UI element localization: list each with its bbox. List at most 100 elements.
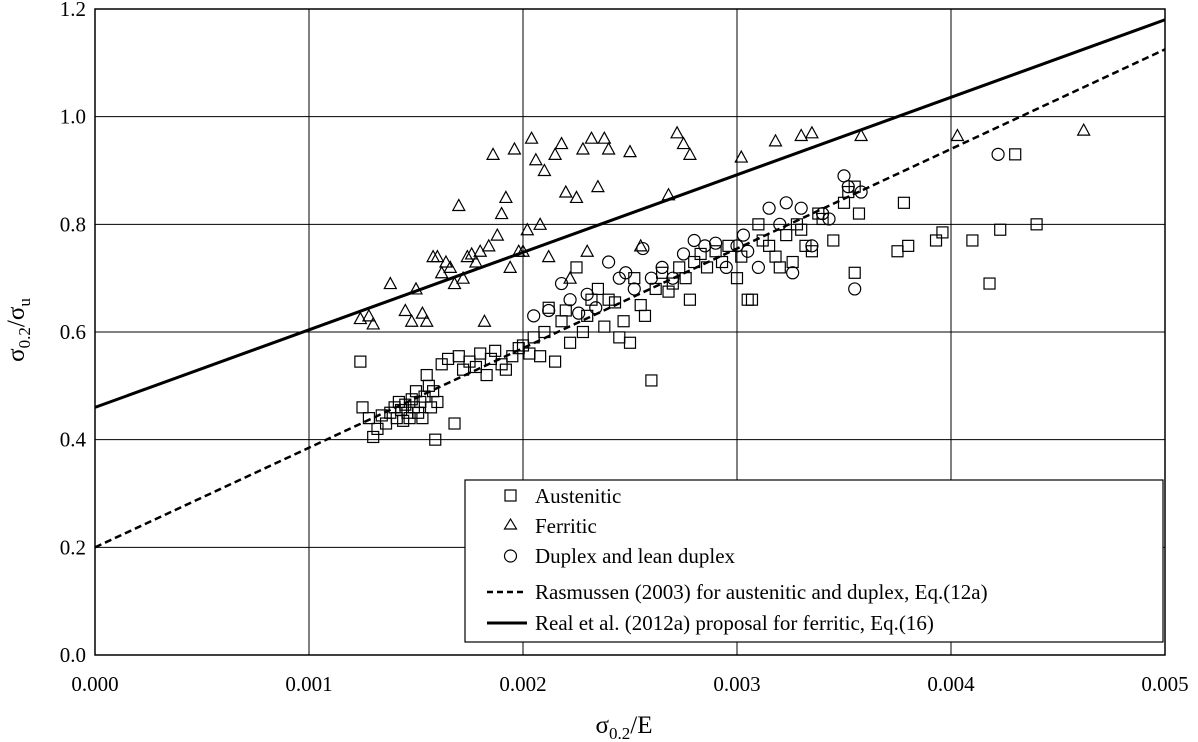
duplex-point xyxy=(730,239,744,253)
ferritic-point xyxy=(507,141,522,155)
duplex-point xyxy=(751,260,766,274)
y-tick-label: 1.0 xyxy=(60,105,86,129)
x-tick-labels: 0.000 0.001 0.002 0.003 0.004 0.005 xyxy=(71,672,1188,696)
duplex-point xyxy=(786,266,800,280)
duplex-point xyxy=(687,233,701,248)
ferritic-point xyxy=(601,141,616,155)
austenitic-point xyxy=(1009,148,1022,161)
austenitic-point xyxy=(474,347,487,360)
austenitic-point xyxy=(420,368,433,382)
austenitic-point xyxy=(431,395,444,409)
duplex-point xyxy=(676,247,691,261)
austenitic-point xyxy=(929,234,943,247)
duplex-point xyxy=(627,282,641,296)
ferritic-point xyxy=(676,136,691,150)
rasmussen-dashed-line xyxy=(94,48,1166,549)
legend: Austenitic Ferritic Duplex and lean dupl… xyxy=(464,479,1164,643)
austenitic-point xyxy=(628,272,641,285)
fit-lines xyxy=(94,18,1166,549)
austenitic-point xyxy=(694,247,707,261)
austenitic-point xyxy=(848,266,861,279)
legend-box xyxy=(464,479,1164,643)
ferritic-point xyxy=(682,147,697,160)
data-markers xyxy=(353,122,1091,446)
austenitic-point xyxy=(516,339,530,352)
ferritic-point xyxy=(408,281,424,295)
duplex-point xyxy=(698,239,712,253)
austenitic-point xyxy=(576,325,590,339)
austenitic-point xyxy=(608,296,622,309)
austenitic-point xyxy=(362,412,376,425)
ferritic-point xyxy=(524,130,539,144)
austenitic-point xyxy=(773,261,786,274)
duplex-point xyxy=(736,228,751,242)
ferritic-point xyxy=(533,217,548,230)
austenitic-point xyxy=(966,234,979,247)
austenitic-point xyxy=(623,336,637,349)
ferritic-point xyxy=(477,313,492,327)
ferritic-point xyxy=(554,136,569,150)
duplex-point xyxy=(636,241,650,256)
austenitic-point xyxy=(936,226,949,239)
austenitic-point xyxy=(891,245,904,258)
duplex-point xyxy=(619,266,633,280)
duplex-point xyxy=(762,201,776,215)
austenitic-point xyxy=(499,363,512,376)
austenitic-point xyxy=(397,414,410,427)
austenitic-point xyxy=(638,309,652,322)
ferritic-point xyxy=(361,308,376,322)
austenitic-point xyxy=(429,433,442,446)
duplex-point xyxy=(572,306,586,320)
austenitic-point xyxy=(983,277,996,290)
duplex-point xyxy=(794,201,808,215)
legend-square-icon xyxy=(504,489,517,502)
austenitic-point xyxy=(613,331,626,344)
austenitic-point xyxy=(469,360,483,374)
legend-label-austenitic: Austenitic xyxy=(535,484,621,508)
austenitic-point xyxy=(354,355,367,368)
ferritic-point xyxy=(622,144,638,158)
austenitic-point xyxy=(673,261,686,274)
duplex-point xyxy=(644,271,659,285)
ferritic-point xyxy=(548,147,563,160)
austenitic-point xyxy=(852,207,866,220)
ferritic-point xyxy=(584,130,599,144)
gridlines xyxy=(95,9,1165,655)
legend-circle-icon xyxy=(503,549,518,563)
legend-triangle-icon xyxy=(503,517,518,530)
ferritic-point xyxy=(404,313,419,327)
austenitic-point xyxy=(538,325,551,339)
ferritic-point xyxy=(575,141,590,155)
ferritic-point xyxy=(528,152,543,166)
ferritic-point xyxy=(734,149,749,163)
duplex-point xyxy=(719,260,733,274)
y-tick-labels: 0.0 0.2 0.4 0.6 0.8 1.0 1.2 xyxy=(60,0,87,667)
ferritic-point xyxy=(426,249,441,263)
ferritic-point xyxy=(460,249,475,263)
legend-label-real: Real et al. (2012a) proposal for ferriti… xyxy=(535,611,934,635)
austenitic-point xyxy=(570,261,583,274)
duplex-point xyxy=(527,309,541,323)
duplex-point xyxy=(563,293,577,307)
austenitic-point xyxy=(1030,218,1043,231)
duplex-point xyxy=(708,236,723,250)
ferritic-point xyxy=(768,133,783,147)
austenitic-point xyxy=(805,245,819,258)
ferritic-point xyxy=(537,163,552,177)
ferritic-point xyxy=(498,190,513,204)
x-tick-label: 0.003 xyxy=(713,672,760,696)
austenitic-point xyxy=(548,355,562,368)
duplex-point xyxy=(741,244,755,258)
austenitic-point xyxy=(769,250,782,263)
austenitic-point xyxy=(645,374,658,387)
austenitic-point xyxy=(555,315,568,328)
ferritic-point xyxy=(419,313,434,327)
austenitic-point xyxy=(634,298,647,312)
ferritic-point xyxy=(597,130,612,144)
austenitic-point xyxy=(392,395,405,409)
ferritic-point xyxy=(383,276,398,290)
austenitic-point xyxy=(795,223,808,236)
austenitic-point xyxy=(489,344,502,357)
austenitic-point xyxy=(745,293,759,306)
ferritic-point xyxy=(438,254,453,268)
